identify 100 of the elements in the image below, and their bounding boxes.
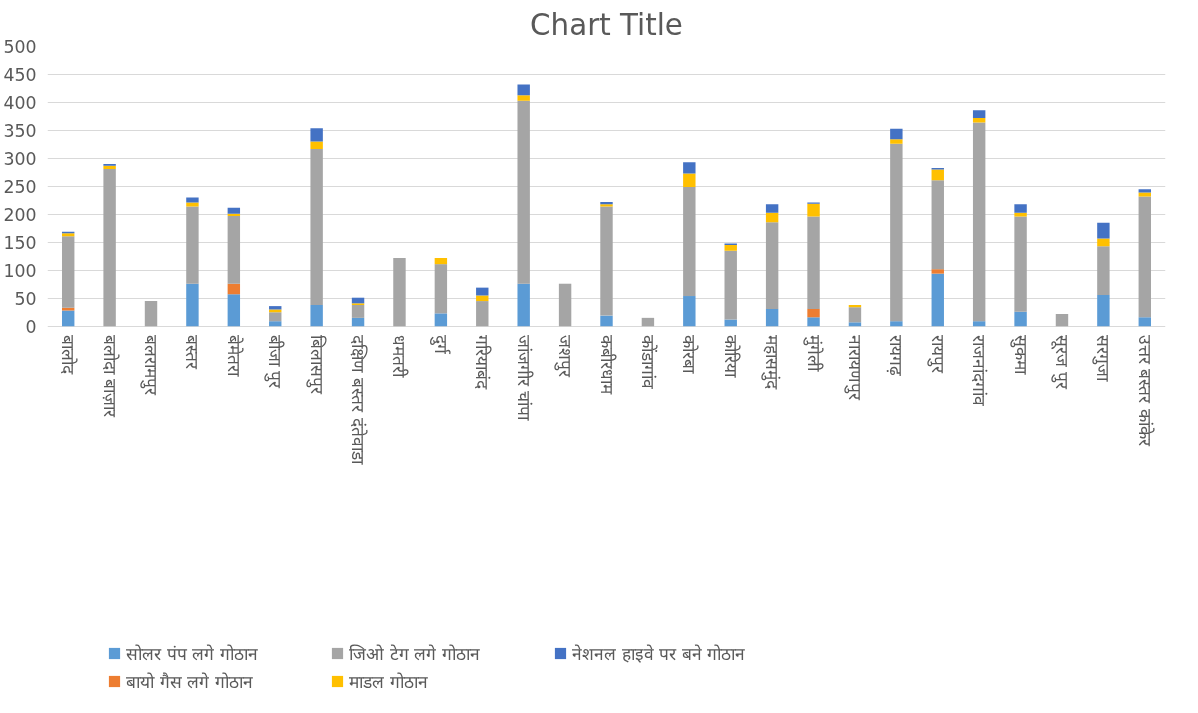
- bar: [1138, 196, 1152, 318]
- y-tick-label: 150: [3, 232, 37, 253]
- bar: [600, 206, 613, 316]
- bar: [972, 122, 986, 322]
- bar: [227, 283, 241, 295]
- bar: [103, 165, 116, 170]
- chart-title: Chart Title: [530, 7, 683, 42]
- bar: [61, 307, 75, 311]
- x-tick-label: बस्तर: [182, 334, 203, 370]
- bar: [683, 162, 696, 174]
- x-tick-label: महासमुंद: [761, 334, 783, 390]
- bar: [186, 202, 199, 207]
- bar: [517, 100, 530, 284]
- x-tick-label: कोरबा: [679, 334, 700, 374]
- y-tick-label: 500: [3, 37, 37, 57]
- bar: [1014, 212, 1027, 217]
- bar: [144, 301, 158, 327]
- y-tick-label: 0: [25, 316, 37, 337]
- bar: [890, 321, 903, 327]
- bar: [517, 84, 530, 96]
- bar: [269, 312, 282, 322]
- bar: [765, 212, 779, 223]
- bar: [310, 141, 323, 149]
- x-tick-label: कबीरधाम: [596, 334, 617, 395]
- bar: [931, 169, 944, 181]
- bar: [103, 169, 116, 327]
- x-tick-label: बलोदा बाज़ार: [99, 334, 120, 419]
- x-tick-label: सरगुजा: [1092, 334, 1114, 382]
- bar: [1097, 246, 1110, 295]
- legend-label: माडल गोठान: [349, 671, 429, 693]
- y-tick-label: 350: [3, 120, 37, 141]
- bar: [641, 317, 655, 327]
- x-tick-label: रायगढ़: [886, 334, 907, 376]
- x-tick-label: बलरामपुर: [140, 334, 162, 396]
- bar: [931, 180, 944, 270]
- bar: [1138, 317, 1152, 327]
- bar: [310, 148, 323, 305]
- x-tick-label: सुकमा: [1009, 334, 1031, 375]
- y-tick-label: 300: [3, 148, 37, 169]
- bar: [1055, 313, 1069, 327]
- bar: [227, 216, 241, 284]
- bar: [931, 269, 944, 274]
- x-tick-label: रायपुर: [926, 334, 948, 374]
- bar: [972, 321, 986, 327]
- bar: [972, 118, 986, 123]
- x-tick-label: कोंडागांव: [637, 334, 658, 389]
- x-tick-label: जांजगीर चांपा: [513, 334, 534, 422]
- bar: [476, 301, 489, 327]
- x-tick-label: बालोद: [58, 334, 79, 375]
- bar: [765, 308, 779, 327]
- bar: [227, 294, 241, 327]
- x-tick-label: मुंगेली: [802, 334, 824, 372]
- bar: [186, 206, 199, 284]
- bar: [890, 143, 903, 322]
- bar: [227, 207, 241, 214]
- bar: [807, 216, 820, 309]
- bar: [310, 128, 323, 142]
- bar: [807, 308, 820, 318]
- bar: [848, 322, 862, 327]
- bar: [724, 250, 737, 320]
- bar: [61, 310, 75, 327]
- bar: [683, 186, 696, 297]
- bar: [724, 245, 737, 251]
- bar: [683, 173, 696, 187]
- bar: [393, 257, 406, 327]
- bar: [600, 315, 613, 327]
- x-tick-label: धमतरी: [389, 334, 410, 378]
- bar: [558, 283, 572, 327]
- bar: [434, 257, 448, 265]
- bar: [517, 95, 530, 101]
- bar: [269, 321, 282, 327]
- y-tick-label: 50: [14, 288, 37, 309]
- bar: [351, 317, 365, 327]
- y-tick-label: 200: [3, 204, 37, 225]
- bar: [848, 307, 862, 323]
- bar: [1097, 222, 1110, 239]
- bar: [186, 283, 199, 327]
- bar: [890, 128, 903, 140]
- x-tick-label: बिलासपुर: [305, 334, 327, 395]
- bar: [765, 222, 779, 309]
- bar: [434, 264, 448, 314]
- x-tick-label: उत्तर बस्तर कांकेर: [1134, 334, 1155, 447]
- bar: [890, 139, 903, 144]
- bar: [1097, 238, 1110, 247]
- x-tick-label: बेमेतरा: [223, 334, 244, 377]
- bar: [1097, 294, 1110, 327]
- bar: [61, 236, 75, 308]
- y-tick-label: 450: [3, 64, 37, 85]
- y-tick-label: 250: [3, 176, 37, 197]
- x-tick-label: कोरिया: [720, 334, 741, 378]
- y-tick-label: 400: [3, 92, 37, 113]
- legend-label: बायो गैस लगे गोठान: [126, 671, 254, 693]
- legend-label: सोलर पंप लगे गोठान: [126, 643, 259, 665]
- x-tick-label: बीजा पुर: [264, 334, 286, 390]
- bar: [765, 204, 779, 213]
- bar: [972, 110, 986, 119]
- bar: [351, 304, 365, 318]
- x-tick-label: गरियाबंद: [472, 334, 493, 390]
- x-tick-label: राजनांदगांव: [969, 334, 990, 406]
- bar: [1138, 189, 1152, 193]
